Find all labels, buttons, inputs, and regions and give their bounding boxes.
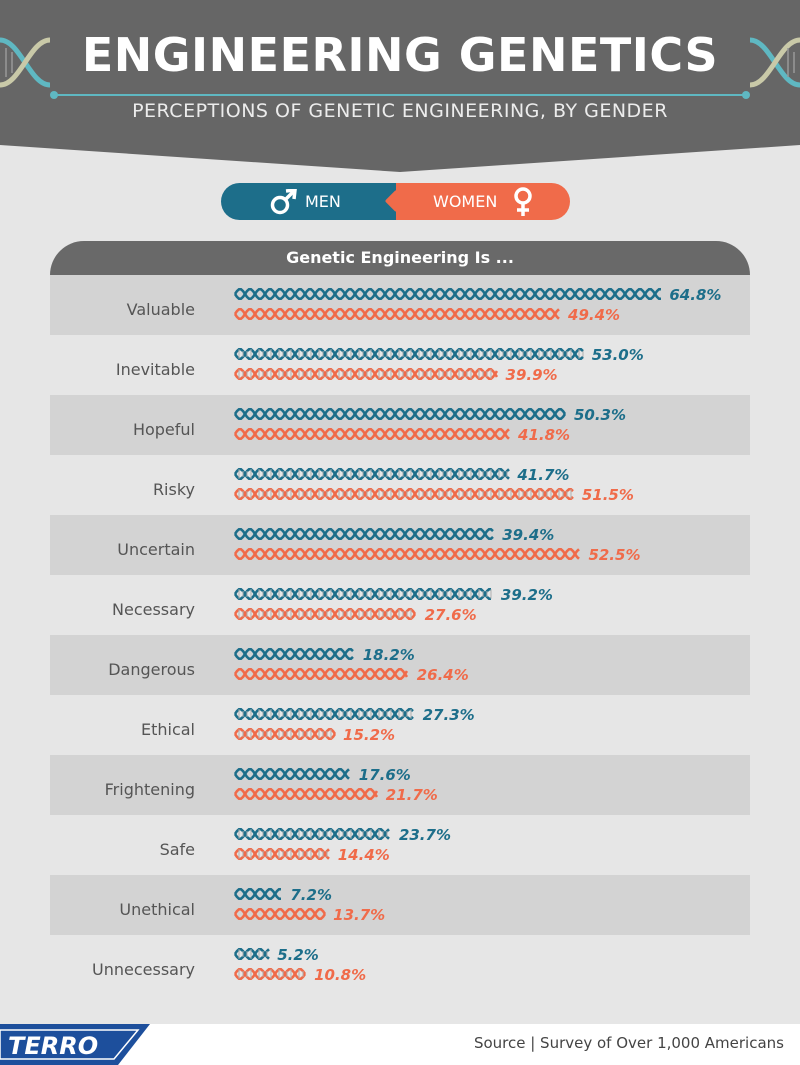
men-value-label: 50.3% [574,406,626,424]
men-bar [233,767,350,781]
category-label: Dangerous [108,660,195,679]
women-value-label: 21.7% [386,786,438,804]
category-label: Risky [153,480,195,499]
women-value-label: 39.9% [506,366,558,384]
bar-chart: Valuable 64.8% 49.4% Inevitable 53.0% 39.9% Ho… [50,275,750,984]
header-banner: ENGINEERING GENETICS PERCEPTIONS OF GENE… [0,0,800,172]
women-value-label: 27.6% [425,606,477,624]
women-value-label: 15.2% [343,726,395,744]
women-bar [233,547,580,561]
category-label: Safe [160,840,195,859]
chart-title: Genetic Engineering Is ... [286,248,514,267]
men-bar [233,647,354,661]
page-subtitle: PERCEPTIONS OF GENETIC ENGINEERING, BY G… [132,100,668,122]
men-bar [233,287,661,301]
men-value-label: 5.2% [277,946,319,964]
men-value-label: 39.4% [502,526,554,544]
men-bar [233,827,390,841]
men-bar [233,527,494,541]
women-bar [233,487,574,501]
legend-men: MEN [221,183,396,220]
men-bar [233,887,281,901]
men-value-label: 39.2% [501,586,553,604]
men-value-label: 7.2% [290,886,332,904]
female-symbol-icon [514,187,532,216]
category-label: Frightening [105,780,195,799]
category-label: Unnecessary [92,960,195,979]
category-label: Inevitable [116,360,195,379]
page-title: ENGINEERING GENETICS [81,28,719,82]
source-note: Source | Survey of Over 1,000 Americans [473,1034,784,1052]
women-bar [233,787,379,801]
women-value-label: 10.8% [314,966,366,984]
men-bar [233,587,492,601]
women-value-label: 41.8% [517,426,570,444]
men-value-label: 41.7% [516,466,569,484]
chart-row-band [50,395,750,455]
women-value-label: 52.5% [588,546,640,564]
male-symbol-icon [270,189,297,215]
chart-row-band [50,275,750,335]
women-value-label: 13.7% [333,906,385,924]
women-bar [233,727,337,741]
women-bar [233,667,409,681]
dna-icon [749,37,800,88]
women-value-label: 26.4% [417,666,469,684]
header-background [0,0,800,172]
men-bar [233,347,584,361]
men-value-label: 53.0% [592,346,644,364]
women-bar [233,307,560,321]
brand-logo: TERRO [0,1024,150,1065]
men-value-label: 18.2% [363,646,415,664]
men-value-label: 17.6% [359,766,411,784]
men-bar [233,467,510,481]
chart-row-band [50,515,750,575]
women-value-label: 14.4% [338,846,390,864]
women-bar [233,367,499,381]
chart-header: Genetic Engineering Is ... [50,241,750,275]
legend-men-label: MEN [305,192,341,211]
category-label: Uncertain [117,540,195,559]
dna-icon [0,37,51,88]
women-bar [233,967,307,981]
women-bar [233,907,327,921]
women-value-label: 49.4% [567,306,620,324]
category-label: Ethical [141,720,195,739]
men-value-label: 64.8% [669,286,721,304]
category-label: Unethical [119,900,195,919]
men-bar [233,407,567,421]
chart-row-band [50,635,750,695]
men-value-label: 23.7% [399,826,451,844]
chart-row-band [50,875,750,935]
men-bar [233,707,414,721]
brand-name: TERRO [8,1032,98,1060]
category-label: Hopeful [133,420,195,439]
chart-row-band [50,755,750,815]
men-bar [233,947,270,961]
gender-legend: MEN WOMEN [221,183,570,220]
category-label: Valuable [127,300,195,319]
women-bar [233,607,417,621]
legend-women-label: WOMEN [433,192,498,211]
category-label: Necessary [112,600,195,619]
women-bar [233,427,510,441]
women-bar [233,847,330,861]
women-value-label: 51.5% [582,486,634,504]
legend-women: WOMEN [396,183,570,220]
men-value-label: 27.3% [423,706,475,724]
